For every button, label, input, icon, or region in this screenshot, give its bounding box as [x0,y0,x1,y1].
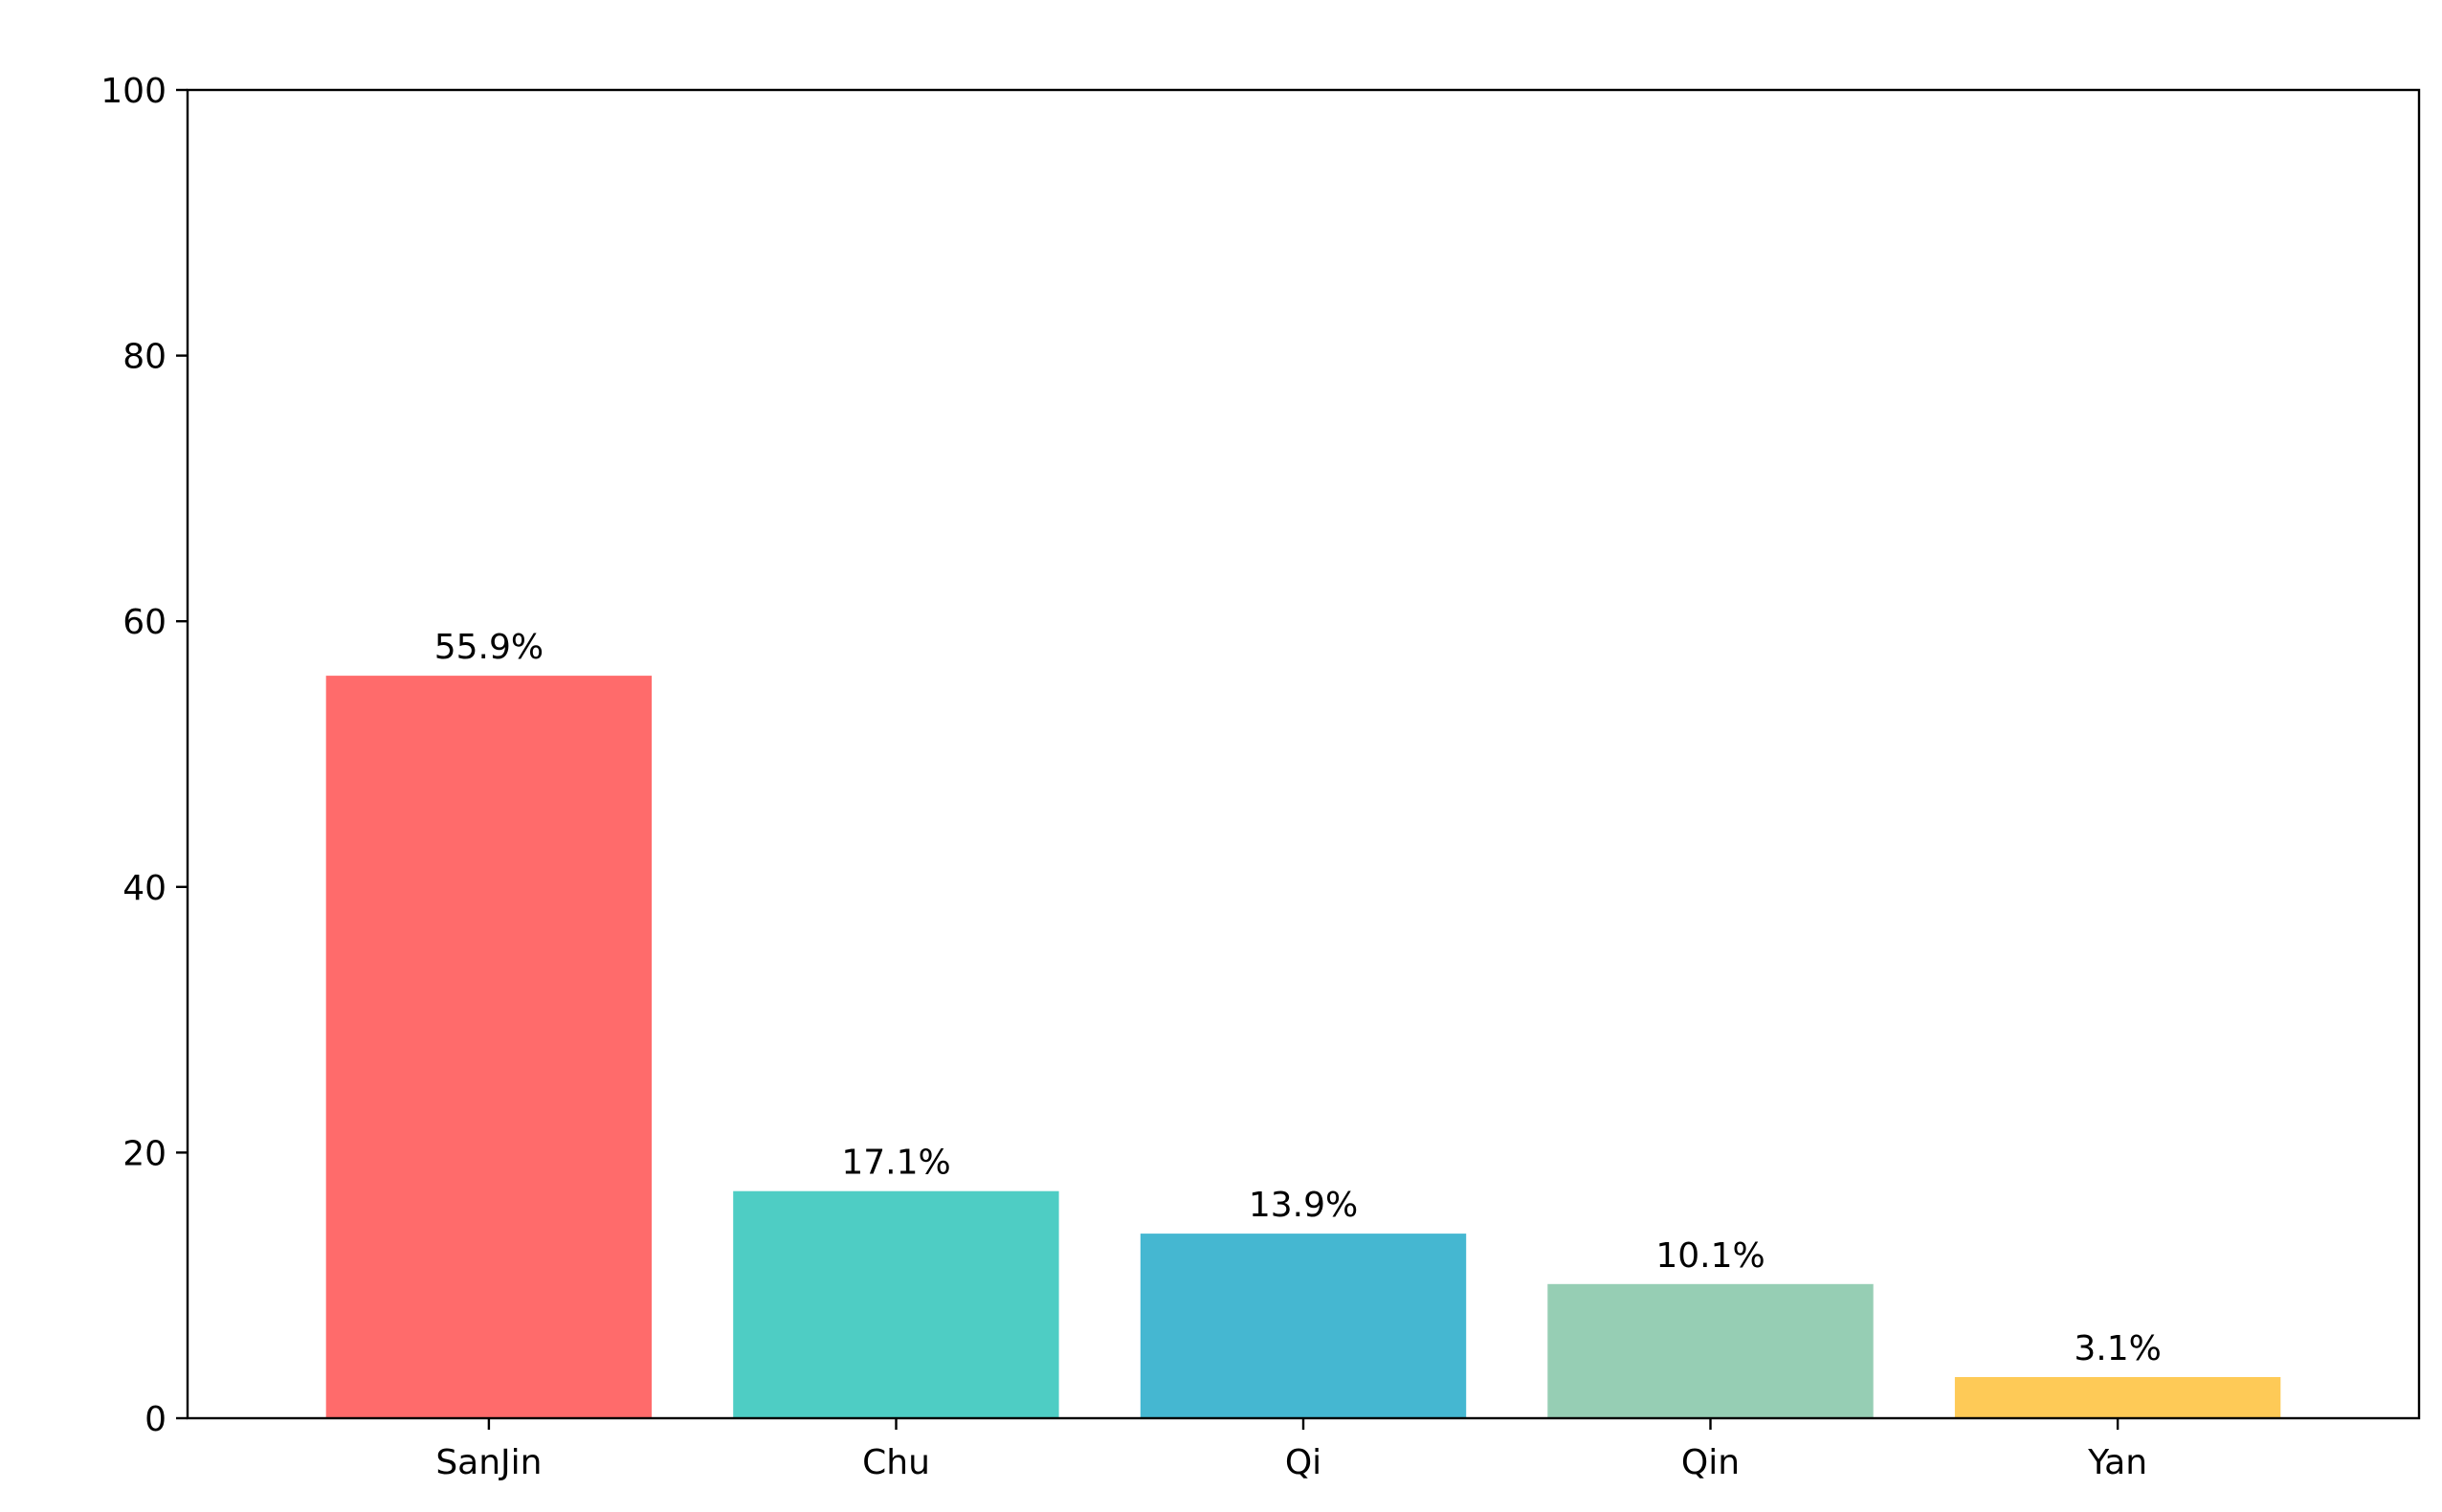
x-tick-label: SanJin [435,1443,542,1482]
bars-layer [325,676,2281,1418]
bar-sanjin [325,676,653,1418]
x-tick-label: Chu [862,1443,930,1482]
x-tick-label: Yan [2087,1443,2147,1482]
plot-frame [186,88,2421,1420]
x-tick-label: Qi [1285,1443,1321,1482]
y-tick-label: 100 [100,72,166,111]
bar-chu [733,1190,1059,1418]
y-axis-ticks: 0 20 40 60 80 100 [100,72,188,1439]
y-tick-label: 0 [144,1400,166,1439]
data-label-chu: 17.1% [841,1144,950,1183]
bar-qin [1547,1283,1874,1418]
data-label-qin: 10.1% [1655,1236,1765,1276]
y-tick-label: 80 [122,338,166,377]
data-label-sanjin: 55.9% [434,628,544,667]
bar-qi [1140,1234,1467,1418]
y-tick-label: 20 [122,1134,166,1173]
data-labels-layer: 55.9% 17.1% 13.9% 10.1% 3.1% [434,628,2162,1368]
y-tick-label: 60 [122,603,166,642]
bar-yan [1954,1377,2281,1418]
x-tick-label: Qin [1681,1443,1740,1482]
x-axis-ticks: SanJin Chu Qi Qin Yan [435,1418,2147,1482]
data-label-yan: 3.1% [2074,1329,2161,1368]
data-label-qi: 13.9% [1249,1186,1358,1225]
y-tick-label: 40 [122,869,166,908]
